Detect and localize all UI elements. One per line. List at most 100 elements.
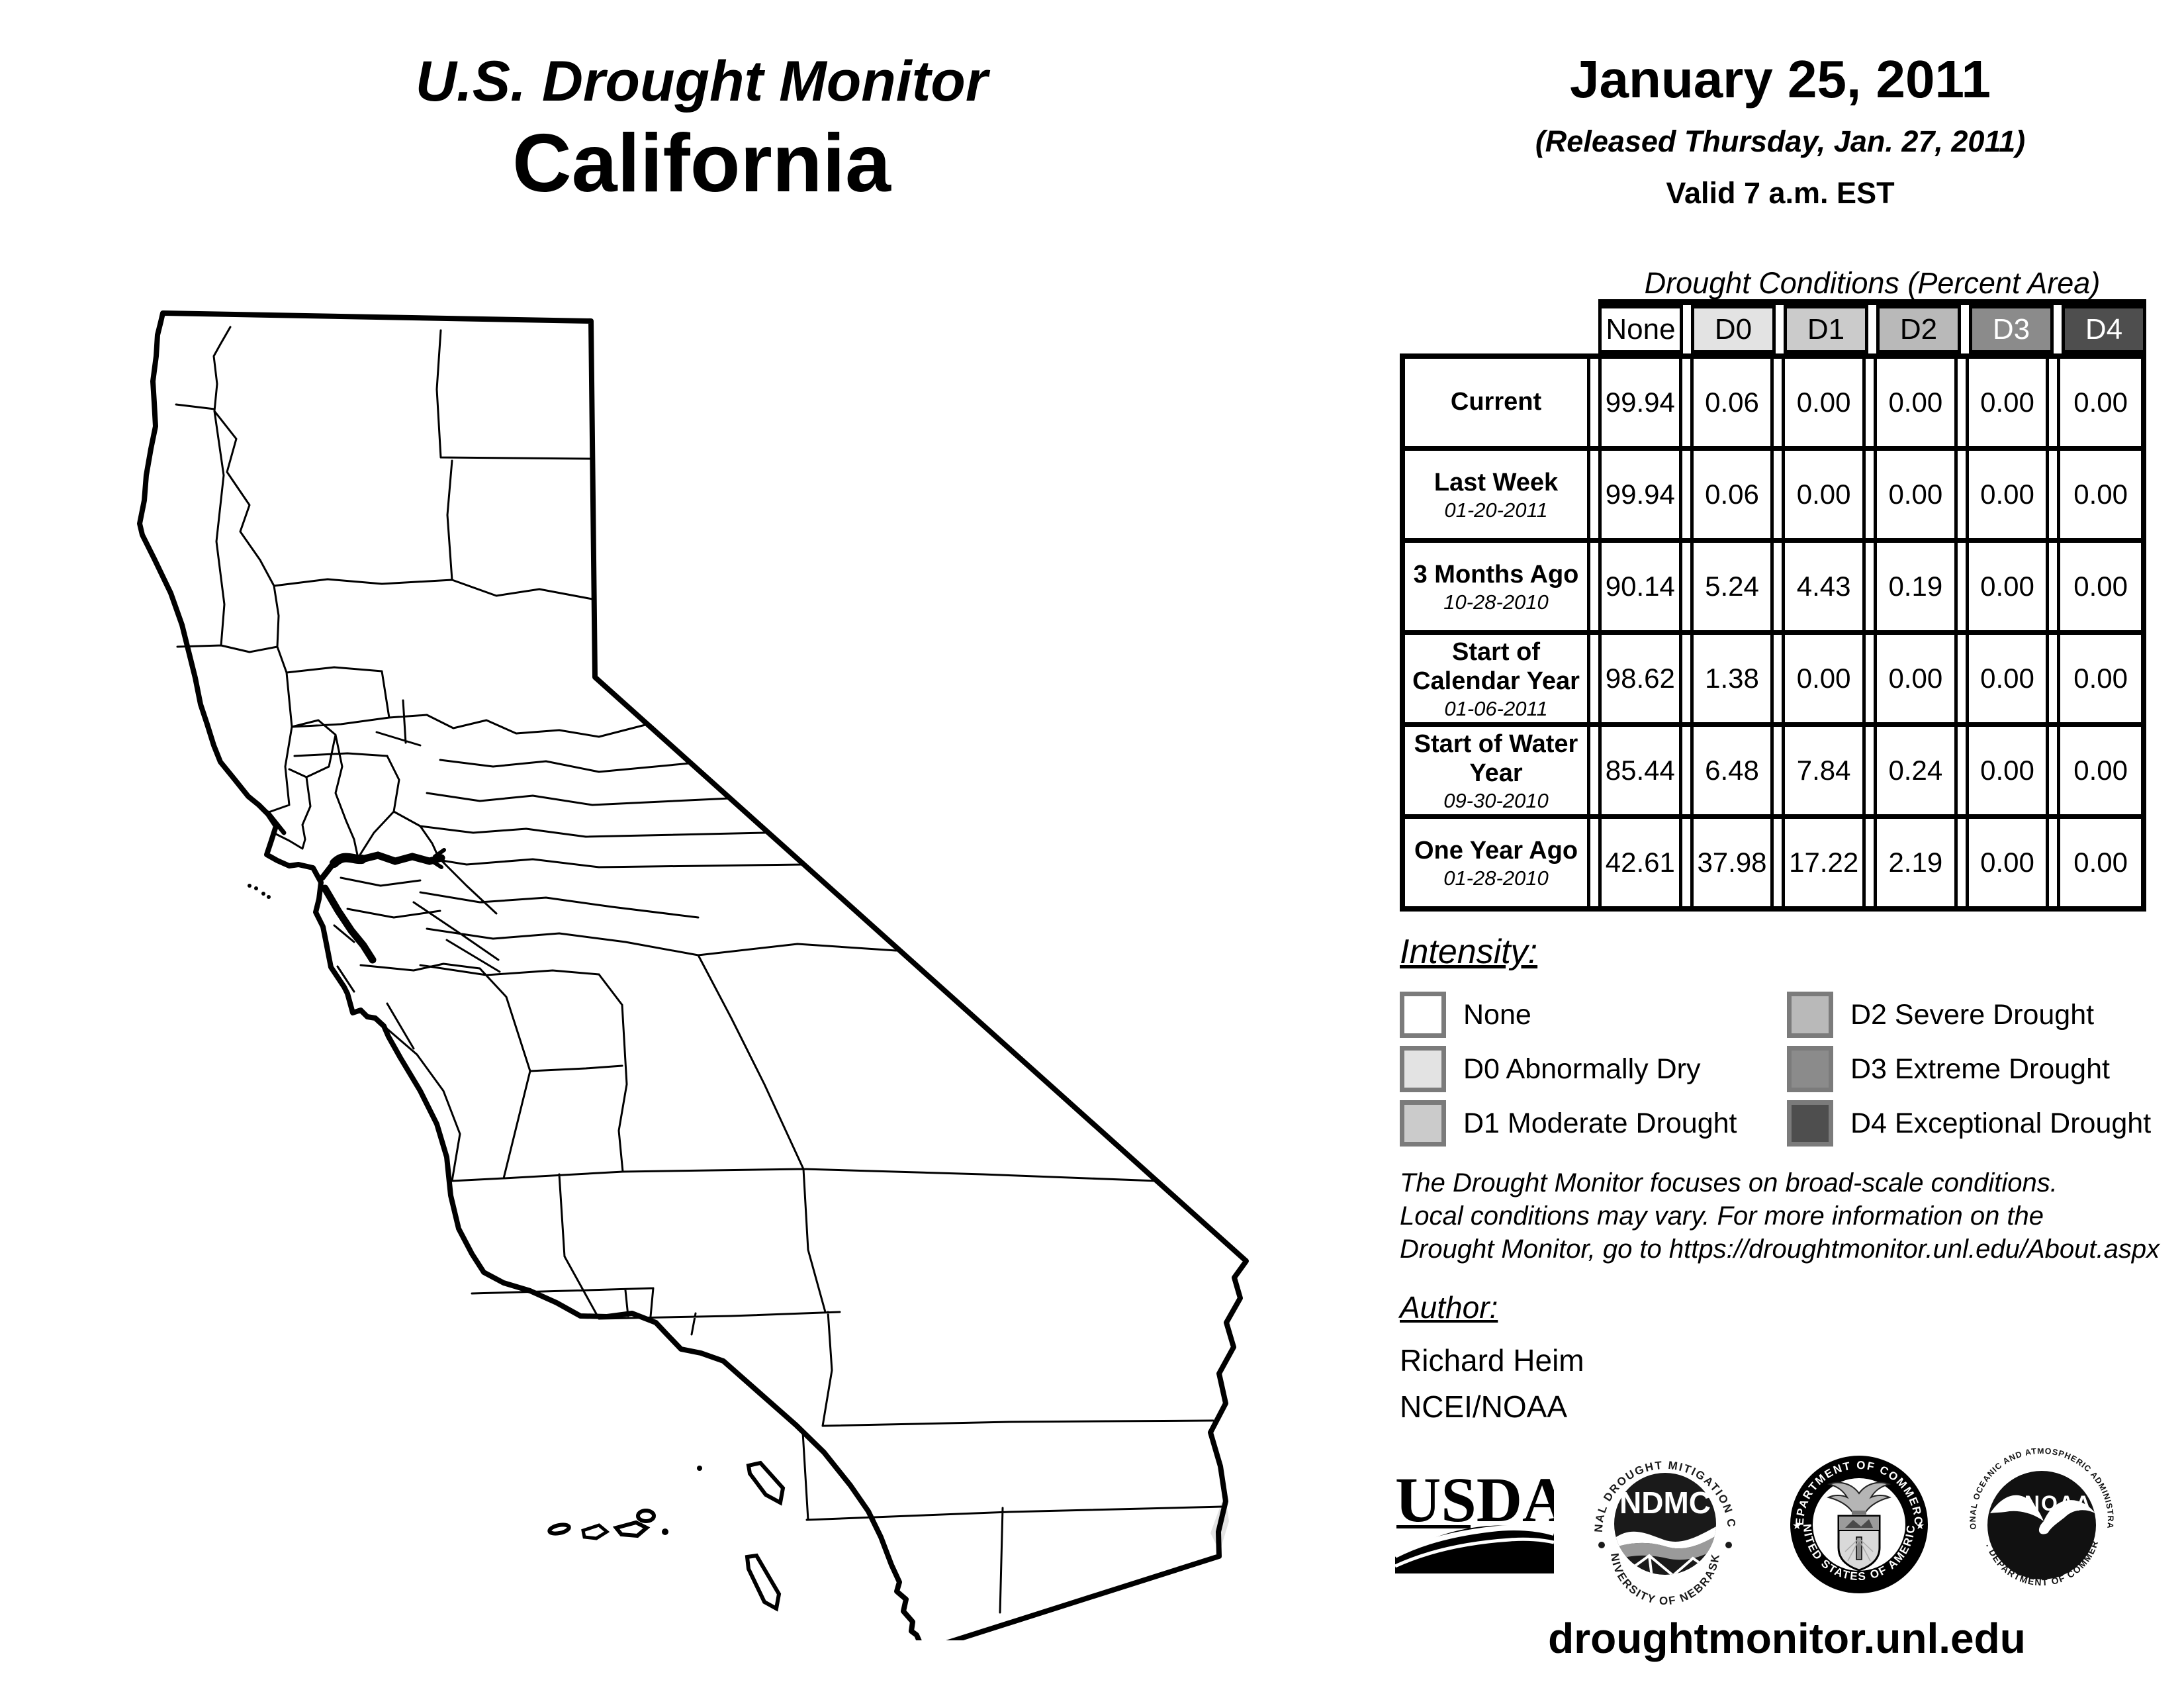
value-cell: 0.00	[2057, 819, 2141, 906]
report-date: January 25, 2011	[1569, 50, 1991, 109]
value-cell: 0.06	[1690, 451, 1774, 538]
usda-logo: USDA	[1395, 1471, 1554, 1573]
author-heading: Author:	[1400, 1290, 1498, 1325]
column-header-d4: D4	[2062, 305, 2146, 353]
ndmc-text: NDMC	[1619, 1485, 1711, 1520]
legend-item-d3: D3 Extreme Drought	[1787, 1042, 2174, 1096]
column-header-d3: D3	[1969, 305, 2054, 353]
value-cell: 2.19	[1873, 819, 1958, 906]
doc-shield	[1837, 1515, 1881, 1571]
value-cell: 7.84	[1782, 727, 1866, 814]
value-cell: 99.94	[1598, 359, 1682, 446]
disclaimer-text: The Drought Monitor focuses on broad-sca…	[1400, 1168, 2160, 1264]
doc-eagle	[1827, 1481, 1891, 1515]
value-cell: 0.00	[1873, 635, 1958, 722]
channel-islands	[547, 1460, 786, 1612]
noaa-text: NOAA	[2025, 1491, 2092, 1515]
table-row: Current 99.94 0.06 0.00 0.00 0.00 0.00	[1405, 359, 2141, 446]
row-label: Start of Water Year 09-30-2010	[1405, 727, 1590, 814]
legend-item-d1: D1 Moderate Drought	[1400, 1096, 1787, 1150]
page-title: U.S. Drought Monitor	[415, 50, 988, 113]
row-label: Start of Calendar Year 01-06-2011	[1405, 635, 1590, 722]
ndmc-logo: NDMC NATIONAL DROUGHT MITIGATION CENTER …	[1586, 1444, 1737, 1607]
state-title: California	[512, 118, 891, 210]
value-cell: 0.00	[2057, 635, 2141, 722]
legend-swatch-none	[1400, 992, 1446, 1038]
value-cell: 0.00	[1873, 359, 1958, 446]
value-cell: 0.00	[2057, 451, 2141, 538]
legend-swatch-d4	[1787, 1100, 1833, 1147]
legend-item-d4: D4 Exceptional Drought	[1787, 1096, 2174, 1150]
doc-star-left: ★	[1792, 1521, 1801, 1532]
value-cell: 0.00	[1965, 359, 2050, 446]
value-cell: 0.00	[1965, 819, 2050, 906]
value-cell: 5.24	[1690, 543, 1774, 630]
value-cell: 17.22	[1782, 819, 1866, 906]
value-cell: 0.00	[2057, 727, 2141, 814]
column-header-d0: D0	[1691, 305, 1776, 353]
row-label: 3 Months Ago 10-28-2010	[1405, 543, 1590, 630]
value-cell: 0.00	[1782, 635, 1866, 722]
legend-heading: Intensity:	[1400, 933, 1538, 971]
title-block: U.S. Drought Monitor California	[205, 52, 1198, 207]
row-label: Current	[1405, 359, 1590, 446]
table-header-row: None D0 D1 D2 D3 D4	[1598, 299, 2146, 353]
intensity-legend: None D0 Abnormally Dry D1 Moderate Droug…	[1400, 988, 2174, 1150]
value-cell: 0.00	[1965, 635, 2050, 722]
value-cell: 0.00	[1965, 543, 2050, 630]
legend-swatch-d2	[1787, 992, 1833, 1038]
table-row: Last Week 01-20-2011 99.94 0.06 0.00 0.0…	[1405, 446, 2141, 538]
value-cell: 98.62	[1598, 635, 1682, 722]
legend-item-d2: D2 Severe Drought	[1787, 988, 2174, 1042]
value-cell: 37.98	[1690, 819, 1774, 906]
value-cell: 4.43	[1782, 543, 1866, 630]
value-cell: 0.00	[1965, 451, 2050, 538]
value-cell: 90.14	[1598, 543, 1682, 630]
column-header-none: None	[1598, 305, 1683, 353]
value-cell: 0.00	[1782, 359, 1866, 446]
value-cell: 0.00	[1965, 727, 2050, 814]
author-organization: NCEI/NOAA	[1400, 1389, 1568, 1424]
release-date: (Released Thursday, Jan. 27, 2011)	[1535, 124, 2026, 158]
row-label: One Year Ago 01-28-2010	[1405, 819, 1590, 906]
value-cell: 0.00	[2057, 543, 2141, 630]
noaa-logo: NOAA NATIONAL OCEANIC AND ATMOSPHERIC AD…	[1967, 1448, 2115, 1587]
table-row: One Year Ago 01-28-2010 42.61 37.98 17.2…	[1405, 814, 2141, 906]
value-cell: 99.94	[1598, 451, 1682, 538]
legend-swatch-d1	[1400, 1100, 1446, 1147]
row-label: Last Week 01-20-2011	[1405, 451, 1590, 538]
value-cell: 0.06	[1690, 359, 1774, 446]
table-row: Start of Calendar Year 01-06-2011 98.62 …	[1405, 630, 2141, 722]
table-title: Drought Conditions (Percent Area)	[1644, 266, 2101, 300]
value-cell: 85.44	[1598, 727, 1682, 814]
drought-conditions-table: None D0 D1 D2 D3 D4 Current 99.94 0.06 0…	[1400, 299, 2146, 912]
value-cell: 0.19	[1873, 543, 1958, 630]
column-header-d1: D1	[1784, 305, 1868, 353]
value-cell: 1.38	[1690, 635, 1774, 722]
table-body: Current 99.94 0.06 0.00 0.00 0.00 0.00 L…	[1400, 353, 2146, 912]
value-cell: 42.61	[1598, 819, 1682, 906]
value-cell: 0.00	[1782, 451, 1866, 538]
legend-item-d0: D0 Abnormally Dry	[1400, 1042, 1787, 1096]
legend-item-none: None	[1400, 988, 1787, 1042]
author-name: Richard Heim	[1400, 1343, 1584, 1378]
column-header-d2: D2	[1876, 305, 1961, 353]
state-outline	[137, 310, 1249, 1640]
county-boundaries	[175, 326, 1224, 1614]
doc-star-right: ★	[1915, 1521, 1925, 1532]
farallon-islands	[248, 884, 271, 899]
noaa-seagull	[1990, 1495, 2095, 1534]
california-drought-map	[137, 310, 1249, 1640]
site-url: droughtmonitor.unl.edu	[1548, 1615, 2026, 1662]
table-row: 3 Months Ago 10-28-2010 90.14 5.24 4.43 …	[1405, 538, 2141, 630]
legend-swatch-d3	[1787, 1046, 1833, 1092]
date-block: January 25, 2011 (Released Thursday, Jan…	[1416, 53, 2144, 211]
department-of-commerce-seal: DEPARTMENT OF COMMERCE UNITED STATES OF …	[1787, 1452, 1928, 1593]
usda-text: USDA	[1395, 1471, 1554, 1535]
value-cell: 0.00	[2057, 359, 2141, 446]
valid-time: Valid 7 a.m. EST	[1666, 176, 1895, 210]
legend-swatch-d0	[1400, 1046, 1446, 1092]
state-fill	[140, 313, 1246, 1640]
value-cell: 0.00	[1873, 451, 1958, 538]
